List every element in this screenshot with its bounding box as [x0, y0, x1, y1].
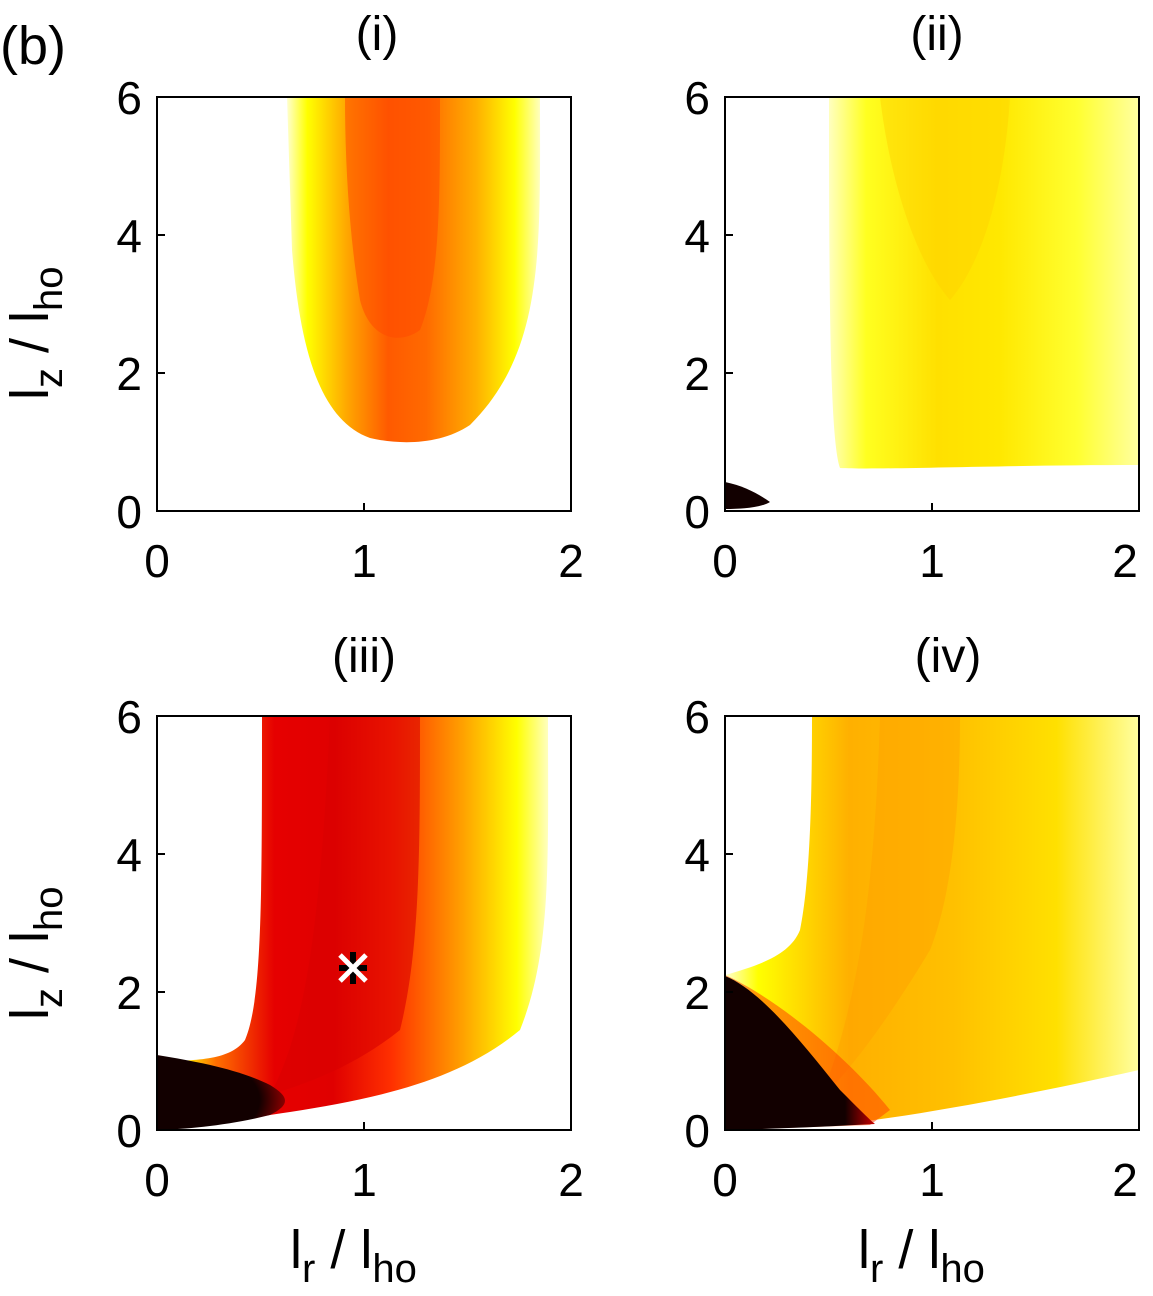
ylabel-i: lz / lho — [0, 266, 71, 400]
heat-core-iii — [270, 716, 420, 1095]
ytick-label: 0 — [116, 486, 142, 538]
xtick-label: 1 — [919, 1154, 945, 1206]
xtick-label: 0 — [712, 1154, 738, 1206]
xticks-iv: 0 1 2 — [712, 1122, 1140, 1206]
ytick-label: 0 — [684, 486, 710, 538]
heat-peak-ii — [880, 97, 1010, 300]
asterisk-marker-iii — [338, 952, 368, 984]
ytick-label: 2 — [684, 348, 710, 400]
ytick-label: 6 — [116, 72, 142, 124]
xtick-label: 2 — [1112, 535, 1138, 587]
panel-title-iv: (iv) — [915, 630, 982, 683]
ytick-label: 2 — [116, 967, 142, 1019]
panel-title-iii: (iii) — [332, 630, 396, 683]
yticks-ii: 0 2 4 6 — [684, 72, 733, 538]
panel-i: (i) 0 1 2 0 2 4 6 lz / lho — [0, 8, 584, 587]
xtick-label: 0 — [144, 535, 170, 587]
ytick-label: 4 — [116, 210, 142, 262]
ytick-label: 2 — [684, 967, 710, 1019]
panel-iii: (iii) 0 1 2 0 2 4 6 — [0, 630, 584, 1291]
xtick-label: 1 — [919, 535, 945, 587]
xtick-label: 2 — [558, 535, 584, 587]
heat-region-iv — [725, 716, 1139, 1130]
yticks-iv: 0 2 4 6 — [684, 691, 733, 1157]
yticks-iii: 0 2 4 6 — [116, 691, 165, 1157]
xtick-label: 1 — [351, 1154, 377, 1206]
xtick-label: 0 — [144, 1154, 170, 1206]
yticks-i: 0 2 4 6 — [116, 72, 165, 538]
black-region-iii — [157, 1055, 285, 1130]
ytick-label: 4 — [684, 210, 710, 262]
xtick-label: 2 — [1112, 1154, 1138, 1206]
black-region-iv — [725, 976, 875, 1130]
panel-title-i: (i) — [356, 8, 399, 61]
xtick-label: 2 — [558, 1154, 584, 1206]
xticks-i: 0 1 2 — [144, 503, 584, 587]
xticks-iii: 0 1 2 — [144, 1122, 584, 1206]
black-region-ii — [725, 482, 770, 509]
ytick-label: 4 — [116, 829, 142, 881]
panel-iv: (iv) 0 1 2 0 2 4 6 lr / lho — [684, 630, 1140, 1291]
xtick-label: 1 — [351, 535, 377, 587]
ytick-label: 6 — [684, 72, 710, 124]
heat-region-ii — [829, 97, 1139, 469]
ytick-label: 0 — [116, 1105, 142, 1157]
xtick-label: 0 — [712, 535, 738, 587]
ytick-label: 6 — [684, 691, 710, 743]
panel-title-ii: (ii) — [910, 8, 963, 61]
heat-core-iv — [820, 716, 960, 1100]
xlabel-iv: lr / lho — [858, 1220, 985, 1291]
figure-label: (b) — [0, 16, 66, 76]
ytick-label: 2 — [116, 348, 142, 400]
ytick-label: 4 — [684, 829, 710, 881]
ylabel-iii: lz / lho — [0, 886, 71, 1020]
xlabel-iii: lr / lho — [290, 1220, 417, 1291]
panel-ii: (ii) 0 1 2 0 2 4 6 — [684, 8, 1140, 587]
heat-peak-i — [345, 97, 440, 338]
ytick-label: 0 — [684, 1105, 710, 1157]
xticks-ii: 0 1 2 — [712, 503, 1140, 587]
ytick-label: 6 — [116, 691, 142, 743]
